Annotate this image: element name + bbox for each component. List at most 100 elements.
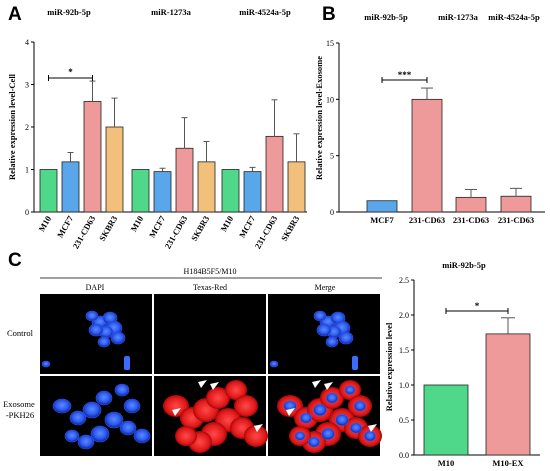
panel-b-y-tick-label: 10: [326, 95, 334, 104]
micrograph-cell: [244, 425, 268, 447]
panel-a-significance-label: *: [68, 67, 73, 77]
micrograph-nucleus: [300, 412, 312, 424]
panel-b-y-tick-label: 15: [326, 39, 334, 48]
panel-a-x-tick-label: SKBR3: [97, 214, 119, 243]
panel-a-bar: [61, 161, 80, 213]
panel-a-bar: [83, 101, 102, 213]
micrograph-nucleus: [114, 383, 130, 397]
panel-a-x-tick-label: SKBR3: [279, 214, 301, 243]
panel-b-bar: [455, 196, 487, 213]
micrograph-nucleus: [335, 414, 349, 426]
micrograph-nucleus: [123, 398, 141, 414]
panel-b-y-tick-label: 5: [330, 152, 334, 161]
panel-a-bar: [287, 161, 306, 213]
panel-b-significance-label: ***: [398, 70, 412, 80]
micrograph-column-label: Texas-Red: [193, 283, 227, 292]
panel-a-x-tick-label: M10: [36, 214, 53, 233]
micrograph-nucleus: [326, 392, 338, 404]
panel-c-y-tick-label: 0.0: [399, 451, 409, 460]
panel-a-y-tick-label: 3: [25, 81, 29, 90]
panel-a-y-axis-label: Relative expression level-Cell: [7, 73, 17, 180]
panel-b-bar: [411, 98, 443, 213]
panel-b-bar: [366, 200, 398, 213]
micrograph-nucleus: [85, 310, 99, 322]
micrograph-cell: [175, 426, 197, 446]
micrograph-tile: [268, 376, 382, 456]
micrograph-nucleus: [325, 336, 339, 348]
micrograph-nucleus: [41, 360, 51, 368]
micrograph-nucleus: [354, 400, 366, 412]
micrograph-title: H184B5F5/M10: [184, 267, 237, 276]
micrograph-row-label-exosome: Exosome -PKH26: [3, 399, 37, 420]
panel-b-group-label: miR-4524a-5p: [488, 12, 540, 22]
panel-c-x-tick-label: M10: [438, 458, 455, 468]
panel-a-chart: miR-92b-5p miR-1273a miR-4524a-5p Relati…: [7, 7, 307, 250]
panel-c-y-tick-label: 2.0: [399, 311, 409, 320]
panel-a-bar: [243, 171, 262, 213]
panel-a-x-tick-label: M10: [128, 214, 145, 233]
micrograph-nucleus: [124, 356, 130, 370]
panel-b-x-tick-label: 231-CD63: [453, 215, 489, 225]
panel-c-x-tick-label: M10-EX: [492, 458, 524, 468]
micrograph-tile-background: [154, 294, 266, 374]
panel-letter-b: B: [322, 4, 336, 25]
panel-b-group-label: miR-1273a: [438, 12, 478, 22]
micrograph-column-label: Merge: [315, 283, 336, 292]
micrograph-nucleus: [52, 398, 72, 414]
micrograph-nucleus: [364, 430, 376, 442]
micrograph-tile: [40, 376, 152, 456]
micrograph-nucleus: [95, 390, 113, 406]
panel-a-x-tick-label: SKBR3: [189, 214, 211, 243]
micrograph-tile: [154, 376, 268, 456]
micrograph-cell: [206, 387, 230, 409]
micrograph-nucleus: [313, 404, 327, 416]
micrograph-nucleus: [344, 385, 356, 395]
panel-c-y-tick-label: 1.0: [399, 381, 409, 390]
panel-a-bar: [105, 126, 124, 213]
micrograph-tile: [154, 294, 266, 374]
panel-b-group-label: miR-92b-5p: [364, 12, 408, 22]
panel-c-significance-label: *: [475, 301, 480, 311]
panel-b-y-tick-label: 0: [330, 208, 334, 217]
panel-b-chart: miR-92b-5p miR-1273a miR-4524a-5p Relati…: [314, 12, 545, 225]
micrograph-nucleus: [316, 323, 332, 337]
micrograph-column-label: DAPI: [86, 283, 105, 292]
panel-b-x-tick-label: MCF7: [370, 215, 394, 225]
micrograph-nucleus: [88, 323, 104, 337]
micrograph-arrowhead: [198, 380, 207, 388]
panel-c-y-tick-label: 1.5: [399, 346, 409, 355]
micrograph-tile: [40, 294, 152, 374]
panel-a-y-tick-label: 2: [25, 123, 29, 132]
panel-a-group-label: miR-1273a: [151, 7, 191, 17]
micrograph-nucleus: [269, 360, 279, 368]
panel-letter-c: C: [8, 250, 22, 271]
panel-a-x-tick-label: MCF7: [147, 213, 168, 239]
panel-c-bar: [423, 384, 469, 456]
micrograph-arrowhead: [172, 408, 181, 416]
panel-a-bar: [39, 169, 58, 213]
micrograph-arrowhead: [324, 382, 333, 390]
panel-a-y-tick-label: 0: [25, 208, 29, 217]
panel-a-bar: [221, 169, 240, 213]
panel-c-y-tick-label: 2.5: [399, 276, 409, 285]
micrograph-nucleus: [133, 428, 151, 444]
micrograph-nucleus: [104, 411, 124, 429]
panel-letter-a: A: [8, 4, 22, 25]
micrograph-nucleus: [110, 331, 126, 345]
panel-b-x-tick-label: 231-CD63: [498, 215, 534, 225]
panel-c-micrographs: H184B5F5/M10 DAPI Texas-Red Merge Contro…: [3, 267, 382, 456]
micrograph-tile: [268, 294, 380, 374]
micrograph-nucleus: [308, 436, 320, 448]
panel-a-y-tick-label: 4: [25, 38, 29, 47]
panel-a-bar: [175, 147, 194, 213]
micrograph-arrowhead: [254, 424, 263, 432]
panel-c-chart-title: miR-92b-5p: [442, 260, 486, 270]
panel-a-bar: [153, 171, 172, 213]
panel-b-x-tick-label: 231-CD63: [409, 215, 445, 225]
panel-a-group-label: miR-92b-5p: [47, 7, 91, 17]
micrograph-nucleus: [97, 336, 111, 348]
panel-a-bar: [265, 135, 284, 213]
panel-a-bar: [197, 161, 216, 213]
micrograph-arrowhead: [368, 424, 377, 432]
